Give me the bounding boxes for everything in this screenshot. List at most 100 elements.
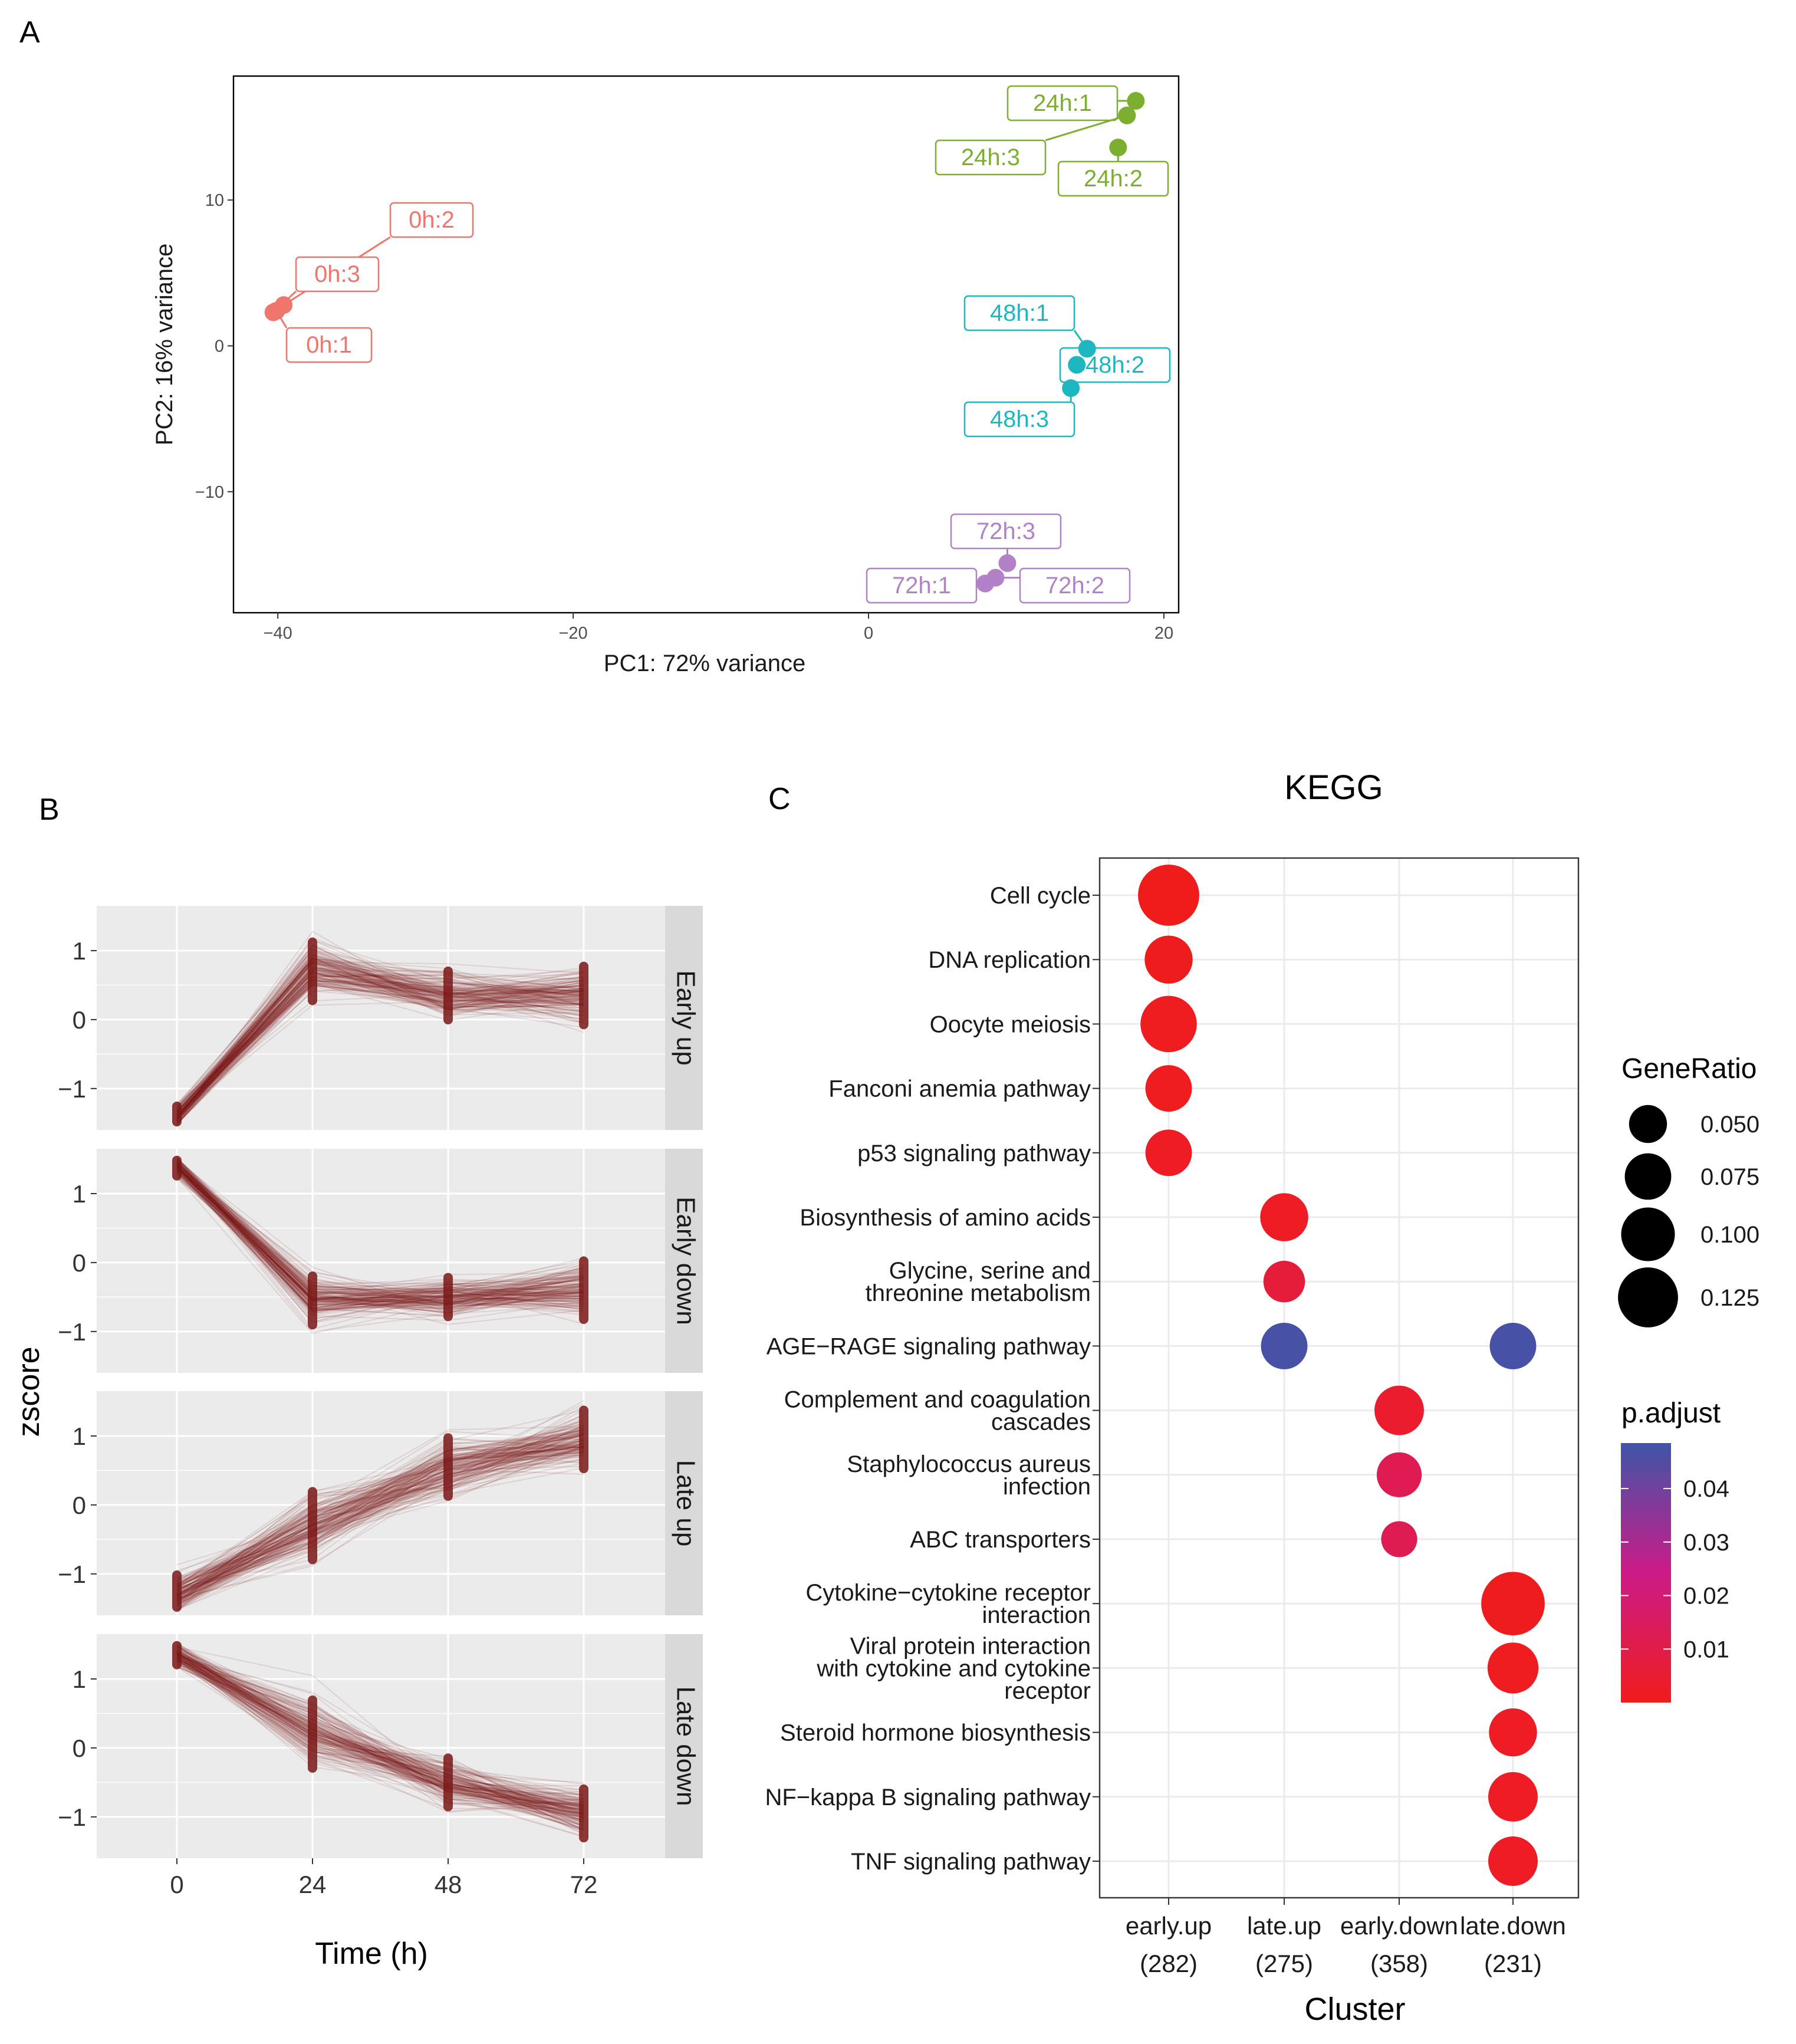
pca-sample-label: 0h:2 [409, 207, 455, 233]
gene-trace [176, 961, 584, 1112]
gene-trace [176, 1659, 584, 1828]
gene-trace [176, 1428, 584, 1591]
gene-trace [176, 972, 584, 1119]
gene-trace [176, 961, 584, 1108]
pca-label-box [295, 256, 380, 293]
facet-strip-label: Early up [671, 970, 700, 1065]
gene-trace [176, 1652, 584, 1805]
gene-trace [176, 1445, 584, 1611]
kegg-pathway-label-line: Complement and coagulation [784, 1387, 1091, 1413]
gene-trace [176, 1660, 584, 1801]
gene-trace [176, 1439, 584, 1602]
gene-trace [176, 1173, 584, 1303]
gene-trace [176, 1656, 584, 1819]
kegg-pathway-label-line: Cell cycle [990, 883, 1091, 909]
kegg-dot [1138, 865, 1199, 926]
gene-trace [176, 953, 584, 1109]
timepoint-point-cluster [443, 966, 453, 1025]
gene-trace [176, 1430, 584, 1611]
gene-trace [176, 1436, 584, 1599]
gene-trace [176, 982, 584, 1125]
gene-trace [176, 1432, 584, 1600]
gene-trace [176, 1429, 584, 1602]
gene-trace [176, 1165, 584, 1301]
kegg-pathway-label-line: Viral protein interaction [850, 1633, 1091, 1659]
timepoint-point-cluster [443, 1433, 453, 1501]
gene-trace [176, 971, 584, 1113]
gene-trace [176, 1167, 584, 1301]
gene-trace [176, 1654, 584, 1811]
gene-trace [176, 1164, 584, 1312]
gene-trace [176, 1652, 584, 1805]
gene-trace [176, 1157, 584, 1286]
pca-label-box [285, 327, 373, 363]
gene-trace [176, 1164, 584, 1302]
timepoint-point-cluster [308, 1271, 317, 1330]
pca-y-axis-title: PC2: 16% variance [152, 244, 177, 445]
gene-trace [176, 1166, 584, 1302]
gene-trace [176, 1162, 584, 1309]
gene-trace [176, 1654, 584, 1822]
facet-strip [665, 1391, 703, 1615]
gene-trace [176, 1657, 584, 1814]
gene-trace [176, 1169, 584, 1290]
gene-trace [176, 1451, 584, 1595]
gene-trace [176, 1445, 584, 1594]
pca-label-box [866, 567, 978, 604]
gene-trace [176, 1655, 584, 1830]
gene-trace [176, 1658, 584, 1817]
gene-trace [176, 966, 584, 1122]
kegg-pathway-label: Steroid hormone biosynthesis [780, 1720, 1091, 1746]
pca-sample-label: 72h:1 [892, 573, 951, 599]
gene-trace [176, 1659, 584, 1787]
gene-trace [176, 1652, 584, 1800]
pca-sample-label: 72h:2 [1045, 573, 1104, 599]
gene-trace [176, 1454, 584, 1589]
gene-trace [176, 1434, 584, 1589]
pca-axes: −40 −20 0 20 −10 0 10 [195, 191, 1173, 643]
gene-trace [176, 975, 584, 1118]
gene-trace [176, 1160, 584, 1311]
gene-trace [176, 975, 584, 1125]
gene-trace [176, 1166, 584, 1300]
gene-trace [176, 1162, 584, 1294]
gene-trace [176, 1646, 584, 1831]
gene-trace [176, 971, 584, 1123]
gene-trace [176, 1158, 584, 1301]
gene-trace [176, 1650, 584, 1822]
gene-trace [176, 1665, 584, 1802]
gene-trace [176, 1468, 584, 1606]
gene-trace [176, 1160, 584, 1309]
kegg-pathway-label-line: Glycine, serine and [889, 1258, 1091, 1284]
gene-trace [176, 1428, 584, 1583]
gene-trace [176, 1442, 584, 1600]
gene-trace [176, 983, 584, 1109]
gene-trace [176, 1447, 584, 1588]
pca-sample-label: 0h:1 [306, 332, 352, 358]
gene-trace [176, 1165, 584, 1312]
gene-trace [176, 959, 584, 1123]
gene-trace [176, 1409, 584, 1588]
gene-trace [176, 1162, 584, 1310]
gene-trace [176, 1422, 584, 1590]
gene-trace [176, 1168, 584, 1310]
gene-trace [176, 1427, 584, 1585]
kegg-pathway-label-line: p53 signaling pathway [857, 1141, 1091, 1166]
gene-trace [176, 975, 584, 1119]
kegg-cluster-name: late.up [1247, 1912, 1321, 1940]
gene-trace [176, 1441, 584, 1605]
gene-trace [176, 1659, 584, 1810]
gene-trace [176, 1164, 584, 1306]
gene-trace [176, 939, 584, 1113]
zscore-y-tick-label: −1 [58, 1318, 86, 1346]
gene-trace [176, 1658, 584, 1812]
kegg-pathway-label: Complement and coagulation cascades [784, 1387, 1091, 1435]
gene-trace [176, 1166, 584, 1296]
kegg-pathway-label: p53 signaling pathway [857, 1141, 1091, 1166]
gene-trace [176, 1171, 584, 1312]
gene-trace [176, 1655, 584, 1808]
gene-trace [176, 1168, 584, 1299]
kegg-dot [1145, 1065, 1192, 1112]
gene-trace [176, 1165, 584, 1304]
